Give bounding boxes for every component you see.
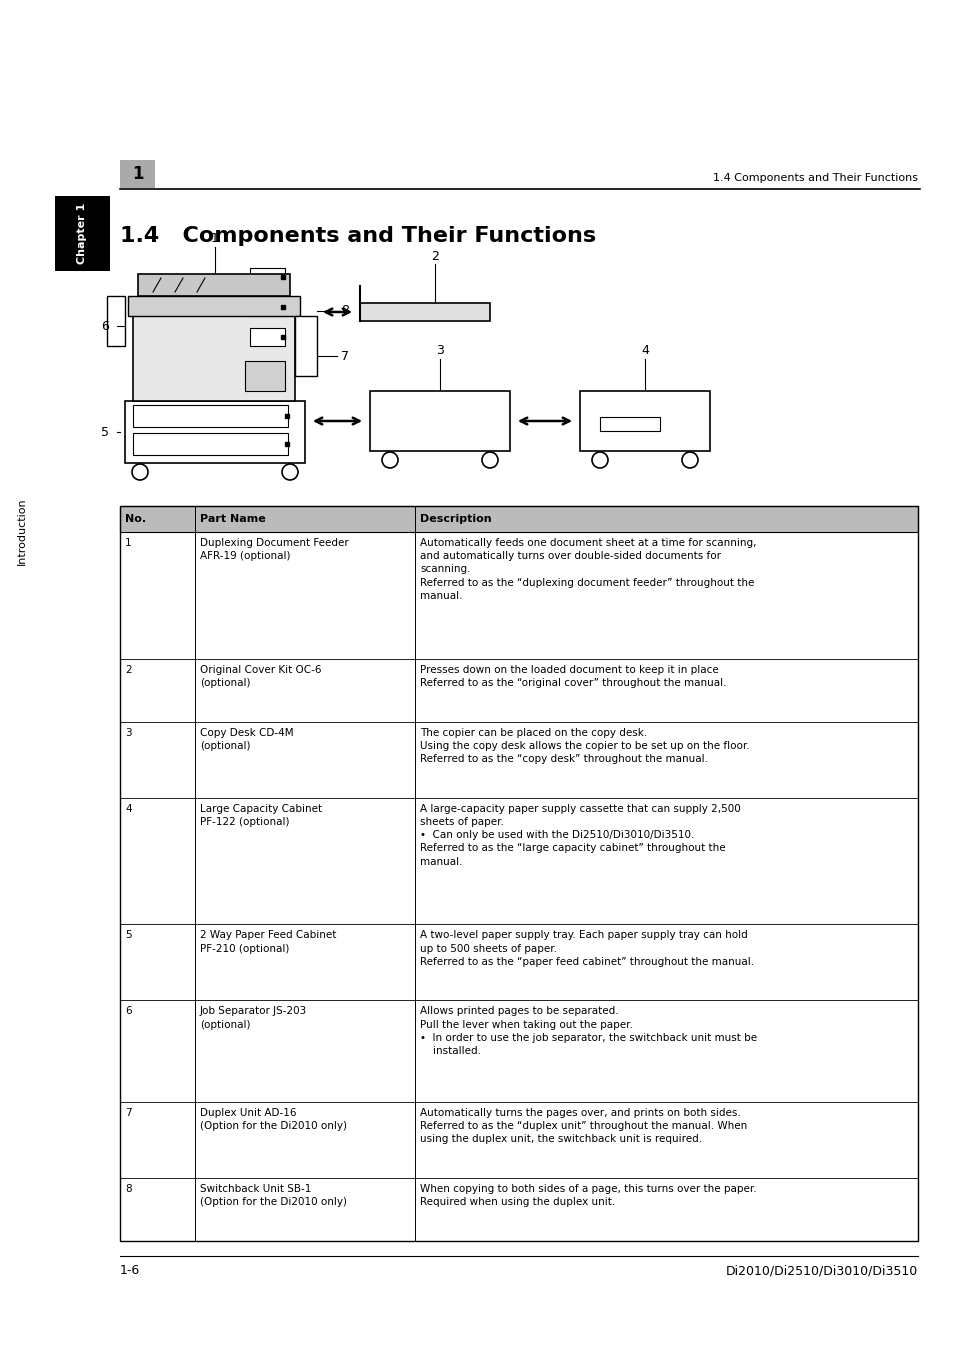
FancyBboxPatch shape — [250, 267, 285, 286]
Text: 1-6: 1-6 — [120, 1265, 140, 1277]
Text: 5: 5 — [101, 426, 109, 439]
Text: 1: 1 — [211, 232, 218, 246]
Text: 8: 8 — [340, 304, 349, 317]
Text: Duplex Unit AD-16
(Option for the Di2010 only): Duplex Unit AD-16 (Option for the Di2010… — [200, 1108, 347, 1131]
Text: No.: No. — [125, 513, 146, 524]
Text: 1: 1 — [125, 538, 132, 549]
Text: 7: 7 — [340, 350, 349, 362]
FancyBboxPatch shape — [132, 434, 288, 455]
Text: Part Name: Part Name — [200, 513, 266, 524]
Text: Allows printed pages to be separated.
Pull the lever when taking out the paper.
: Allows printed pages to be separated. Pu… — [419, 1006, 757, 1056]
FancyBboxPatch shape — [55, 196, 110, 272]
FancyBboxPatch shape — [245, 361, 285, 390]
Text: A large-capacity paper supply cassette that can supply 2,500
sheets of paper.
• : A large-capacity paper supply cassette t… — [419, 804, 740, 867]
Text: Automatically feeds one document sheet at a time for scanning,
and automatically: Automatically feeds one document sheet a… — [419, 538, 756, 601]
Text: 2 Way Paper Feed Cabinet
PF-210 (optional): 2 Way Paper Feed Cabinet PF-210 (optiona… — [200, 931, 336, 954]
FancyBboxPatch shape — [359, 303, 490, 322]
Text: 6: 6 — [125, 1006, 132, 1016]
Text: 7: 7 — [125, 1108, 132, 1117]
Text: Job Separator JS-203
(optional): Job Separator JS-203 (optional) — [200, 1006, 307, 1029]
FancyBboxPatch shape — [250, 299, 285, 316]
Text: Di2010/Di2510/Di3010/Di3510: Di2010/Di2510/Di3010/Di3510 — [725, 1265, 917, 1277]
Text: 5: 5 — [125, 931, 132, 940]
Text: Chapter 1: Chapter 1 — [77, 203, 88, 265]
Text: 1: 1 — [132, 165, 143, 182]
FancyBboxPatch shape — [125, 401, 305, 463]
FancyBboxPatch shape — [138, 274, 290, 296]
Text: 4: 4 — [125, 804, 132, 813]
Text: Description: Description — [419, 513, 491, 524]
Text: Introduction: Introduction — [17, 497, 27, 565]
FancyBboxPatch shape — [107, 296, 125, 346]
Text: The copier can be placed on the copy desk.
Using the copy desk allows the copier: The copier can be placed on the copy des… — [419, 728, 749, 765]
FancyBboxPatch shape — [128, 296, 299, 316]
Text: 1.4 Components and Their Functions: 1.4 Components and Their Functions — [712, 173, 917, 182]
Text: 2: 2 — [431, 250, 438, 262]
FancyBboxPatch shape — [599, 417, 659, 431]
FancyBboxPatch shape — [132, 316, 294, 401]
Text: Automatically turns the pages over, and prints on both sides.
Referred to as the: Automatically turns the pages over, and … — [419, 1108, 746, 1144]
Text: 8: 8 — [125, 1183, 132, 1194]
FancyBboxPatch shape — [120, 507, 917, 532]
Text: 6: 6 — [101, 319, 109, 332]
Text: Copy Desk CD-4M
(optional): Copy Desk CD-4M (optional) — [200, 728, 294, 751]
Text: 3: 3 — [436, 345, 443, 358]
FancyBboxPatch shape — [370, 390, 510, 451]
Text: 2: 2 — [125, 665, 132, 674]
Text: Switchback Unit SB-1
(Option for the Di2010 only): Switchback Unit SB-1 (Option for the Di2… — [200, 1183, 347, 1206]
FancyBboxPatch shape — [579, 390, 709, 451]
Text: 4: 4 — [640, 345, 648, 358]
Text: 3: 3 — [125, 728, 132, 738]
Text: Duplexing Document Feeder
AFR-19 (optional): Duplexing Document Feeder AFR-19 (option… — [200, 538, 349, 561]
Text: When copying to both sides of a page, this turns over the paper.
Required when u: When copying to both sides of a page, th… — [419, 1183, 756, 1206]
Text: Original Cover Kit OC-6
(optional): Original Cover Kit OC-6 (optional) — [200, 665, 321, 688]
FancyBboxPatch shape — [120, 159, 154, 188]
Text: 1.4   Components and Their Functions: 1.4 Components and Their Functions — [120, 226, 596, 246]
FancyBboxPatch shape — [132, 405, 288, 427]
Text: Presses down on the loaded document to keep it in place
Referred to as the “orig: Presses down on the loaded document to k… — [419, 665, 726, 688]
Text: A two-level paper supply tray. Each paper supply tray can hold
up to 500 sheets : A two-level paper supply tray. Each pape… — [419, 931, 753, 967]
FancyBboxPatch shape — [250, 328, 285, 346]
FancyBboxPatch shape — [294, 316, 316, 376]
Text: Large Capacity Cabinet
PF-122 (optional): Large Capacity Cabinet PF-122 (optional) — [200, 804, 322, 827]
